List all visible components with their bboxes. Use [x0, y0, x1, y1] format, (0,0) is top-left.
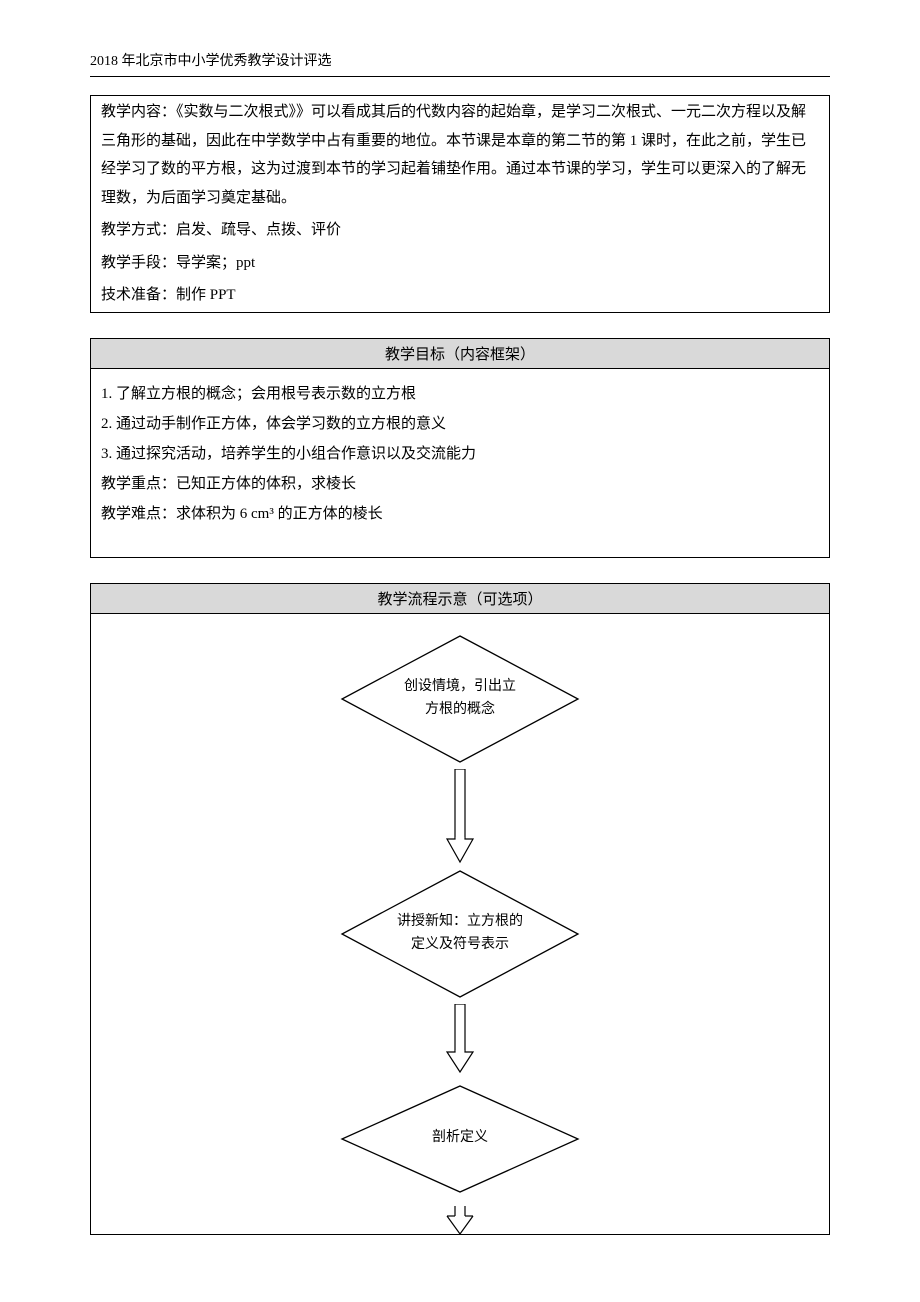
- objective-item: 3. 通过探究活动，培养学生的小组合作意识以及交流能力: [101, 439, 819, 469]
- page-header: 2018 年北京市中小学优秀教学设计评选: [90, 50, 830, 77]
- objective-item: 1. 了解立方根的概念；会用根号表示数的立方根: [101, 379, 819, 409]
- flow-node: 讲授新知：立方根的 定义及符号表示: [340, 869, 580, 999]
- content-box: 教学内容：《实数与二次根式》》可以看成其后的代数内容的起始章，是学习二次根式、一…: [90, 95, 830, 313]
- flow-node-label: 方根的概念: [425, 702, 495, 717]
- flow-node-label: 讲授新知：立方根的: [397, 914, 523, 929]
- teaching-method: 教学方式：启发、疏导、点拨、评价: [91, 214, 829, 247]
- objective-item: 2. 通过动手制作正方体，体会学习数的立方根的意义: [101, 409, 819, 439]
- flow-node-label: 剖析定义: [432, 1130, 488, 1145]
- flow-title: 教学流程示意（可选项）: [91, 584, 829, 614]
- teaching-means: 教学手段：导学案；ppt: [91, 247, 829, 280]
- tech-prep: 技术准备：制作 PPT: [91, 279, 829, 312]
- teaching-difficulty: 教学难点：求体积为 6 cm³ 的正方体的棱长: [101, 499, 819, 529]
- flow-diagram: 创设情境，引出立 方根的概念 讲授新知：立方根的 定义及符号表示: [91, 614, 829, 1234]
- flow-node-label: 定义及符号表示: [411, 937, 509, 952]
- flow-box: 教学流程示意（可选项） 创设情境，引出立 方根的概念: [90, 583, 830, 1235]
- flow-node: 剖析定义: [340, 1084, 580, 1194]
- teaching-focus: 教学重点：已知正方体的体积，求棱长: [101, 469, 819, 499]
- teaching-content: 教学内容：《实数与二次根式》》可以看成其后的代数内容的起始章，是学习二次根式、一…: [91, 96, 829, 214]
- flow-arrow-icon: [443, 1206, 477, 1241]
- flow-arrow-icon: [443, 769, 477, 869]
- objectives-box: 教学目标（内容框架） 1. 了解立方根的概念；会用根号表示数的立方根 2. 通过…: [90, 338, 830, 558]
- flow-node: 创设情境，引出立 方根的概念: [340, 634, 580, 764]
- flow-node-label: 创设情境，引出立: [404, 679, 516, 694]
- objectives-title: 教学目标（内容框架）: [91, 339, 829, 369]
- flow-arrow-icon: [443, 1004, 477, 1079]
